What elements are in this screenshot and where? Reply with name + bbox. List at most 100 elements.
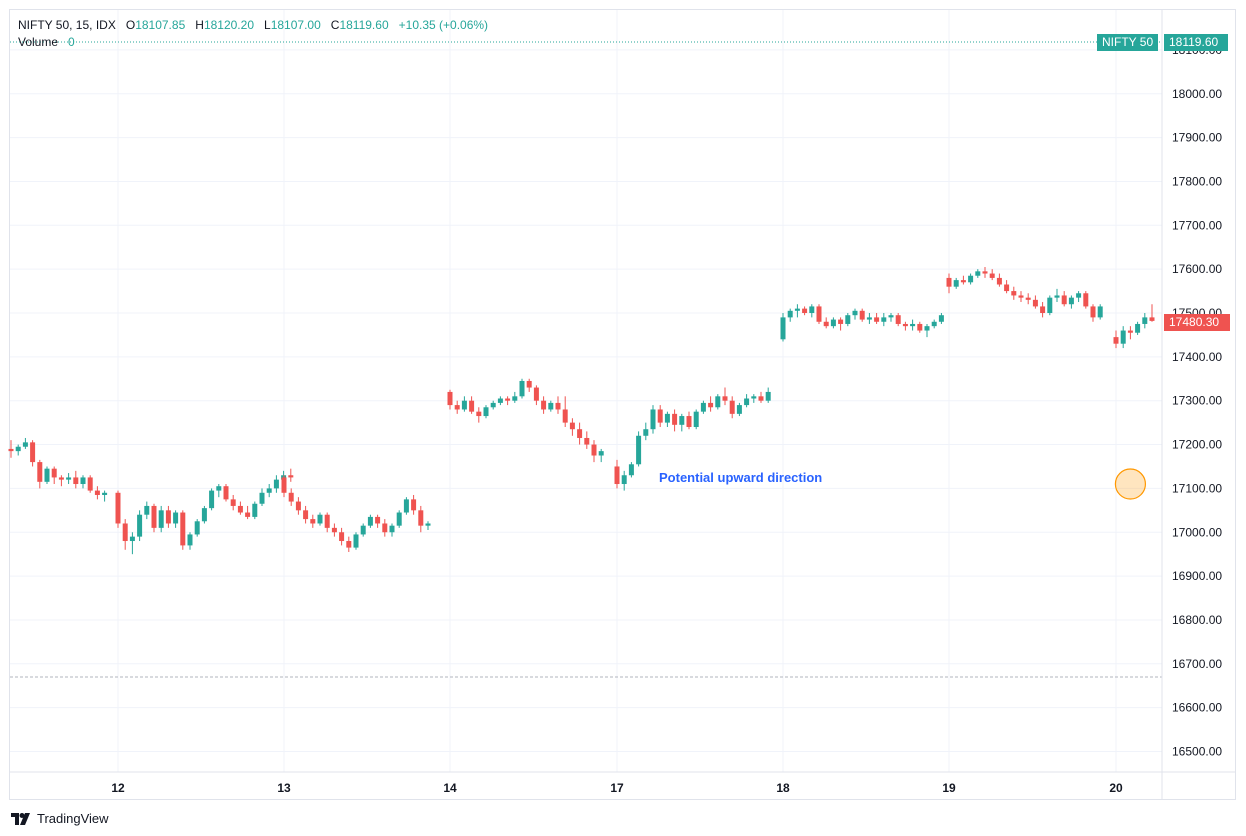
candle-body [58, 477, 64, 480]
y-tick-label: 17600.00 [1172, 262, 1222, 276]
candle [823, 317, 829, 329]
candle-body [996, 277, 1002, 285]
y-tick-label: 17400.00 [1172, 350, 1222, 364]
x-tick-label: 18 [776, 781, 790, 795]
candle-body [158, 510, 164, 528]
candle-body [838, 319, 844, 324]
candle [751, 394, 757, 403]
candle [102, 490, 108, 502]
candle [425, 521, 431, 531]
candle [1040, 302, 1046, 318]
tradingview-logo[interactable]: TradingView [11, 811, 109, 826]
candle [367, 514, 373, 528]
candle [30, 440, 36, 467]
candle [360, 523, 366, 537]
candle [693, 409, 699, 430]
candle [66, 473, 72, 485]
candle-body [1142, 317, 1148, 324]
candle-body [628, 464, 634, 476]
candle-body [87, 477, 93, 491]
legend-open-value: 18107.85 [135, 18, 186, 32]
candle [281, 475, 287, 498]
candle [461, 396, 467, 412]
candle [1142, 313, 1148, 329]
candle [975, 269, 981, 278]
candle-body [216, 486, 222, 491]
candle-body [151, 505, 157, 528]
legend-low-label: L [264, 18, 271, 32]
candle [447, 389, 453, 410]
candle-body [1025, 297, 1031, 300]
candle [780, 313, 786, 342]
candle [1018, 291, 1024, 303]
candle-body [295, 501, 301, 511]
candle-body [483, 407, 489, 417]
candle-body [73, 477, 79, 485]
candle [476, 407, 482, 423]
candle-body [360, 525, 366, 535]
candle-body [975, 271, 981, 276]
candle-body [266, 488, 272, 493]
candle [1090, 304, 1096, 322]
legend-symbol[interactable]: NIFTY 50, 15, IDX [18, 18, 116, 32]
candle [288, 488, 294, 506]
annotation-text[interactable]: Potential upward direction [659, 470, 823, 485]
candle-body [30, 442, 36, 463]
candle-body [802, 308, 808, 313]
candle-body [230, 499, 236, 506]
candle [331, 523, 337, 537]
candle [165, 505, 171, 528]
candle [303, 505, 309, 524]
y-tick-label: 16500.00 [1172, 745, 1222, 759]
candle [533, 385, 539, 406]
candle [245, 505, 251, 520]
annotation-marker[interactable] [1114, 468, 1147, 500]
candle-body [375, 516, 381, 524]
candle [1083, 291, 1089, 309]
candle-body [353, 534, 359, 548]
candle [946, 273, 952, 294]
y-tick-label: 17000.00 [1172, 525, 1222, 539]
candle [519, 378, 525, 399]
candle-body [66, 477, 72, 480]
candle [888, 313, 894, 322]
candle [37, 459, 43, 489]
candle-body [1120, 330, 1126, 344]
candle [129, 532, 135, 555]
candle [562, 396, 568, 428]
volume-label[interactable]: Volume [18, 35, 59, 49]
candle [1076, 291, 1082, 303]
candle-body [173, 512, 179, 524]
candle-body [1004, 284, 1010, 292]
candle-body [895, 315, 901, 324]
candle-body [454, 405, 460, 410]
candle [598, 448, 604, 463]
candle-body [8, 448, 14, 452]
candle-body [122, 523, 128, 542]
candle [758, 391, 764, 403]
candle [1061, 291, 1067, 307]
candle-body [1061, 295, 1067, 305]
candle-body [555, 402, 561, 410]
candle [252, 501, 258, 520]
candle [838, 317, 844, 331]
candle-body [497, 398, 503, 403]
candle-body [664, 413, 670, 423]
candle [881, 313, 887, 327]
candle-body [382, 523, 388, 533]
candle [555, 396, 561, 414]
candle-body [693, 411, 699, 428]
candle [201, 505, 207, 524]
candle-body [476, 411, 482, 417]
candle-body [736, 405, 742, 414]
candle-body [245, 512, 251, 517]
candle-body [469, 400, 475, 412]
candle-body [80, 477, 86, 485]
candle [816, 304, 822, 324]
candle-body [310, 519, 316, 524]
candle [541, 396, 547, 414]
candle [180, 510, 186, 550]
candle-body [765, 391, 771, 401]
candle [931, 319, 937, 329]
